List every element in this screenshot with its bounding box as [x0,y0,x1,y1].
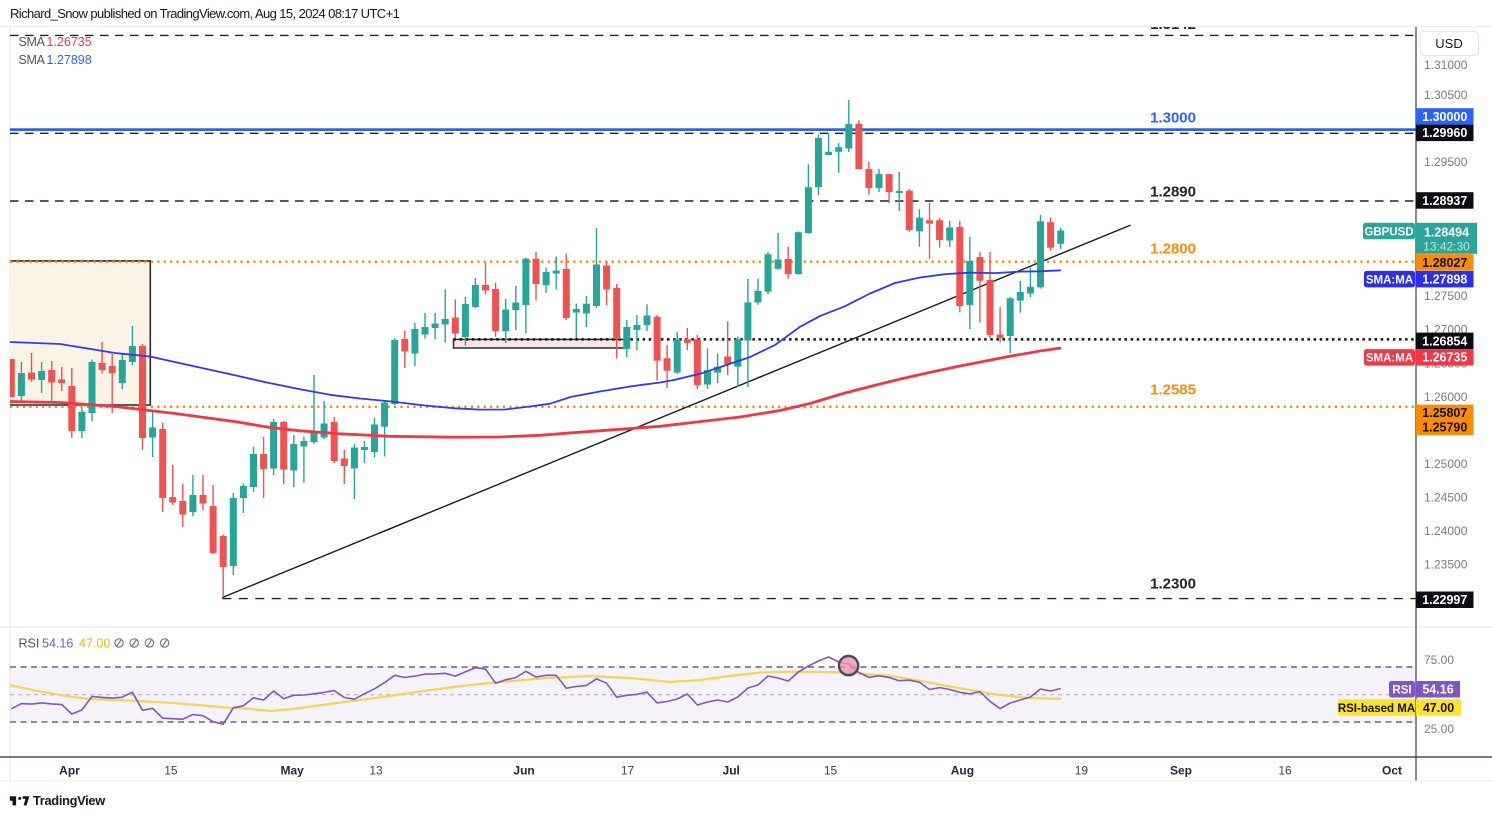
svg-text:May: May [281,764,305,778]
svg-text:1.26735: 1.26735 [1422,351,1467,365]
svg-text:1.29960: 1.29960 [1422,126,1467,140]
svg-text:TradingView: TradingView [33,793,105,808]
svg-text:1.28494: 1.28494 [1424,225,1469,239]
svg-text:1.26000: 1.26000 [1424,390,1468,404]
svg-text:13: 13 [369,764,383,778]
svg-text:75.00: 75.00 [1424,653,1454,667]
svg-text:SMA:MA: SMA:MA [1366,275,1413,287]
svg-text:1.27898: 1.27898 [1422,273,1467,287]
svg-text:15: 15 [824,764,838,778]
svg-text:1.25790: 1.25790 [1422,421,1467,435]
svg-text:SMA: SMA [19,35,46,49]
svg-text:25.00: 25.00 [1424,722,1454,736]
svg-text:1.2800: 1.2800 [1150,241,1196,258]
svg-text:47.00: 47.00 [1423,701,1454,715]
svg-text:1.26735: 1.26735 [47,35,92,49]
svg-text:1.30000: 1.30000 [1422,110,1467,124]
svg-text:Jun: Jun [513,764,534,778]
svg-text:1.27500: 1.27500 [1424,289,1468,303]
svg-text:1.3000: 1.3000 [1150,110,1196,127]
svg-text:Oct: Oct [1382,764,1402,778]
svg-text:1.25807: 1.25807 [1422,406,1467,420]
svg-text:RSI: RSI [1392,685,1411,697]
svg-text:1.28027: 1.28027 [1422,256,1467,270]
svg-text:1.22997: 1.22997 [1422,593,1467,607]
svg-text:Apr: Apr [59,764,80,778]
svg-text:1.30500: 1.30500 [1424,88,1468,102]
svg-text:15: 15 [164,764,178,778]
svg-text:1.31000: 1.31000 [1424,58,1468,72]
svg-text:1.28937: 1.28937 [1422,194,1467,208]
svg-text:47.00: 47.00 [79,637,110,651]
svg-text:17: 17 [621,764,635,778]
svg-text:1.2890: 1.2890 [1150,184,1196,201]
svg-text:1.2300: 1.2300 [1150,576,1196,593]
svg-text:Jul: Jul [723,764,740,778]
svg-text:Sep: Sep [1170,764,1192,778]
svg-text:16: 16 [1278,764,1292,778]
svg-text:19: 19 [1075,764,1089,778]
svg-text:Aug: Aug [951,764,974,778]
svg-text:1.2585: 1.2585 [1150,382,1196,399]
svg-text:1.24500: 1.24500 [1424,491,1468,505]
svg-text:GBPUSD: GBPUSD [1364,226,1413,238]
svg-text:1.26854: 1.26854 [1422,334,1467,348]
svg-text:1.29500: 1.29500 [1424,155,1468,169]
svg-text:RSI: RSI [19,637,40,651]
svg-text:54.16: 54.16 [42,637,73,651]
svg-text:RSI-based MA: RSI-based MA [1338,703,1415,715]
svg-text:1.23500: 1.23500 [1424,558,1468,572]
svg-text:1.24000: 1.24000 [1424,524,1468,538]
svg-text:54.16: 54.16 [1422,683,1453,697]
svg-text:1.27898: 1.27898 [47,53,92,67]
svg-text:SMA: SMA [19,53,46,67]
svg-text:13:42:30: 13:42:30 [1423,239,1470,253]
svg-text:1.25000: 1.25000 [1424,457,1468,471]
svg-text:SMA:MA: SMA:MA [1366,353,1413,365]
svg-text:USD: USD [1435,36,1462,51]
